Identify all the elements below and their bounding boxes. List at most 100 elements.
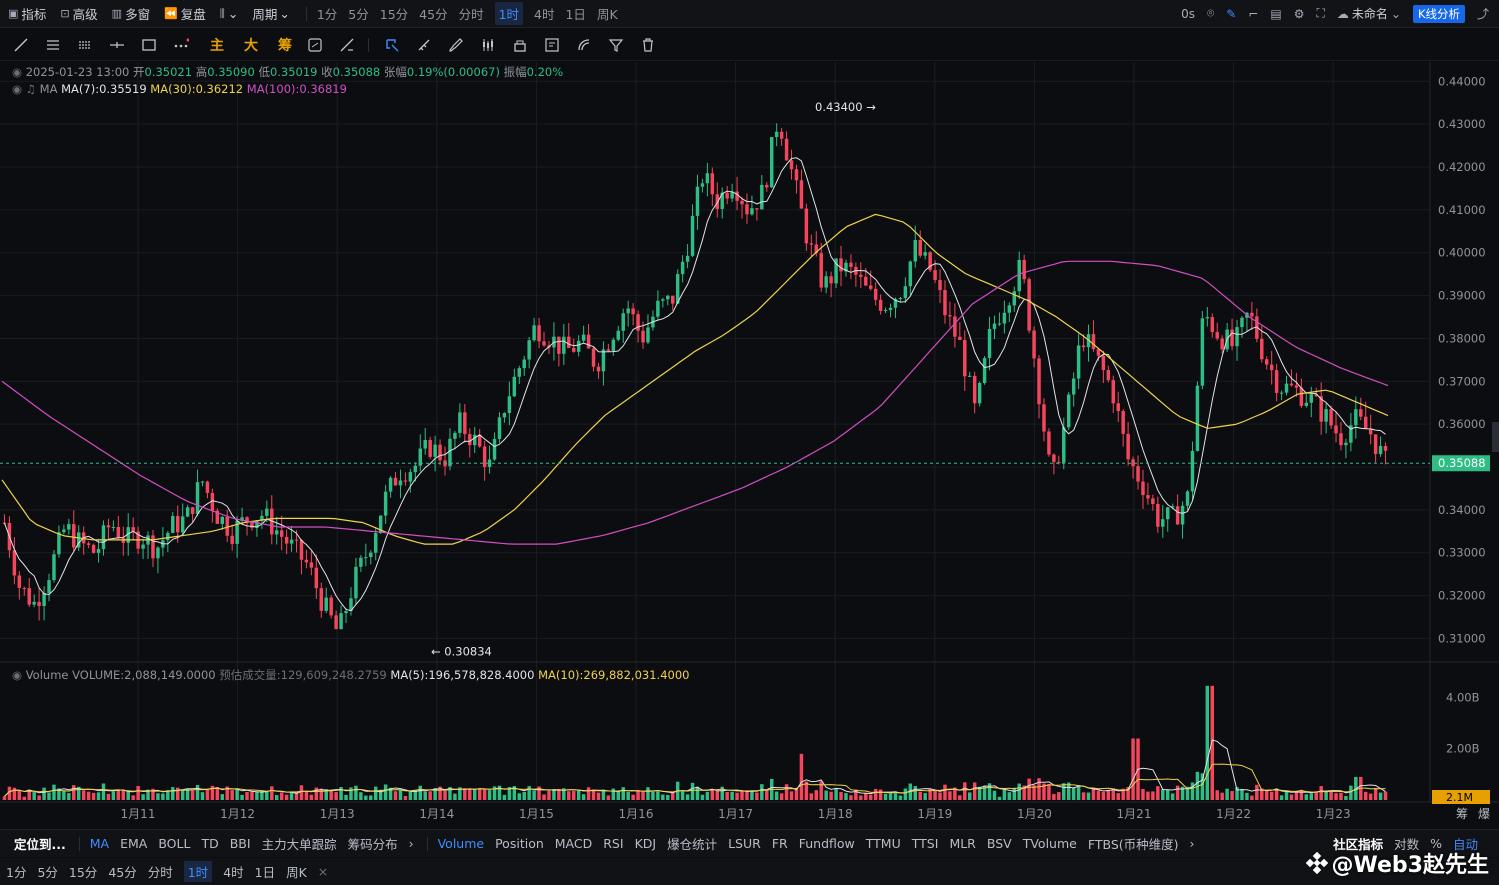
eye-icon[interactable]: ◉ [12, 668, 23, 682]
main-force-button[interactable]: 主 [210, 37, 224, 54]
chevron-down-icon[interactable]: ⌄ [1390, 6, 1401, 21]
select-icon[interactable] [379, 34, 405, 56]
sub-kdj[interactable]: KDJ [634, 836, 657, 851]
sub-ttsi[interactable]: TTSI [911, 836, 939, 851]
sub-macd[interactable]: MACD [554, 836, 593, 851]
sub-position[interactable]: Position [495, 836, 544, 851]
period-45m[interactable]: 45分 [108, 865, 137, 880]
share-icon[interactable]: ⤴ [1476, 7, 1489, 21]
period-1m[interactable]: 1分 [316, 7, 338, 22]
period-5m[interactable]: 5分 [348, 7, 369, 22]
period-1d[interactable]: 1日 [565, 7, 586, 22]
period-1h[interactable]: 1时 [494, 2, 524, 25]
sub-fundflow[interactable]: Fundflow [798, 836, 855, 851]
sub-bsv[interactable]: BSV [986, 836, 1012, 851]
sub-volume[interactable]: Volume [437, 836, 485, 851]
locate-button[interactable]: 定位到... [14, 837, 66, 852]
sub-mlr[interactable]: MLR [949, 836, 976, 851]
close-icon[interactable]: × [317, 864, 329, 879]
sub-liquidation[interactable]: 爆仓统计 [667, 837, 718, 852]
candle-body [740, 200, 744, 205]
candles-icon[interactable] [475, 34, 501, 56]
crop-icon[interactable]: ⌐ [1248, 6, 1259, 21]
period-dropdown[interactable]: 周期 ⌄ [252, 6, 290, 22]
log-scale-toggle[interactable]: 对数 [1394, 837, 1420, 852]
rectangle-icon[interactable] [136, 34, 162, 56]
erase-line-icon[interactable] [334, 34, 360, 56]
eye-icon[interactable]: ◉ [12, 65, 23, 79]
community-indicators[interactable]: 社区指标 [1333, 837, 1384, 852]
sub-lsur[interactable]: LSUR [728, 836, 761, 851]
period-timeline[interactable]: 分时 [458, 7, 484, 22]
indicators-button[interactable]: ▣ 指标 [8, 7, 47, 22]
pen-icon[interactable]: ✎ [1226, 6, 1237, 21]
period-4h[interactable]: 4时 [223, 865, 244, 880]
magnet-icon[interactable] [571, 34, 597, 56]
replay-button[interactable]: ⏪ 复盘 [164, 7, 206, 22]
horizontal-line-icon[interactable] [104, 34, 130, 56]
more-icon[interactable] [168, 34, 194, 56]
sub-tvolume[interactable]: TVolume [1022, 836, 1077, 851]
chips-button[interactable]: 筹 [278, 37, 292, 54]
volume-bar [794, 787, 799, 800]
filter-icon[interactable] [603, 34, 629, 56]
cloud-icon[interactable]: ☁ [1336, 6, 1349, 21]
chevron-right-icon[interactable]: › [408, 836, 414, 851]
period-1w[interactable]: 周K [596, 7, 618, 22]
period-timeline[interactable]: 分时 [147, 865, 173, 880]
layout-name[interactable]: 未命名 [1351, 7, 1388, 21]
chart-type-dropdown[interactable]: ⫼ ⌄ [220, 6, 239, 21]
period-1m[interactable]: 1分 [6, 865, 27, 880]
parallel-lines-icon[interactable] [40, 34, 66, 56]
sub-fr[interactable]: FR [771, 836, 788, 851]
swap-icon[interactable] [302, 34, 328, 56]
period-5m[interactable]: 5分 [37, 865, 58, 880]
lock-icon[interactable] [507, 34, 533, 56]
advanced-button[interactable]: ⊡ 高级 [60, 7, 98, 22]
volume-bar [1126, 787, 1130, 800]
sub-ftbs[interactable]: FTBS(币种维度) [1087, 837, 1179, 852]
period-1d[interactable]: 1日 [254, 865, 276, 880]
period-1h[interactable]: 1时 [183, 861, 213, 882]
ind-boll[interactable]: BOLL [158, 836, 191, 851]
volume-bar [1200, 773, 1205, 800]
period-45m[interactable]: 45分 [419, 7, 448, 22]
auto-scale-toggle[interactable]: 自动 [1452, 837, 1478, 852]
save-icon[interactable]: ▤ [1270, 6, 1282, 21]
candle-body [492, 438, 497, 460]
candle-body [477, 434, 482, 447]
volume-bar [289, 792, 294, 800]
bell-icon[interactable]: ♫ [25, 82, 37, 96]
price-chart[interactable]: 0.44000 0.43000 0.42000 0.41000 0.40000 0.390… [0, 62, 1499, 828]
ind-mainforce[interactable]: 主力大单跟踪 [261, 837, 337, 852]
period-1w[interactable]: 周K [286, 865, 307, 880]
ind-ema[interactable]: EMA [120, 836, 148, 851]
gear-icon[interactable]: ⚙ [1293, 6, 1305, 21]
sub-ttmu[interactable]: TTMU [865, 836, 901, 851]
percent-toggle[interactable]: % [1430, 836, 1442, 851]
period-15m[interactable]: 15分 [379, 7, 409, 22]
ind-ma[interactable]: MA [89, 836, 110, 851]
ind-bbi[interactable]: BBI [229, 836, 251, 851]
note-icon[interactable] [539, 34, 565, 56]
ruler-icon[interactable] [411, 34, 437, 56]
trash-icon[interactable] [635, 34, 661, 56]
sub-rsi[interactable]: RSI [603, 836, 624, 851]
brush-icon[interactable] [443, 34, 469, 56]
camera-icon[interactable]: ⌾ [1207, 6, 1215, 20]
fullscreen-icon[interactable]: ⛶ [1316, 6, 1325, 20]
multiwindow-button[interactable]: ▥ 多窗 [111, 7, 151, 22]
period-4h[interactable]: 4时 [534, 7, 555, 22]
ind-chips[interactable]: 筹码分布 [347, 837, 398, 852]
line-tool-icon[interactable] [8, 34, 34, 56]
ind-td[interactable]: TD [201, 836, 219, 851]
period-15m[interactable]: 15分 [68, 865, 98, 880]
volume-bar [1299, 789, 1304, 800]
chevron-right-icon[interactable]: › [1189, 836, 1195, 851]
candle-body [656, 300, 660, 317]
kline-analysis-button[interactable]: K线分析 [1412, 4, 1465, 23]
eye-icon[interactable]: ◉ [12, 82, 23, 96]
open-value: 0.35021 [144, 65, 193, 79]
channel-icon[interactable] [72, 34, 98, 56]
big-order-button[interactable]: 大 [244, 37, 258, 54]
